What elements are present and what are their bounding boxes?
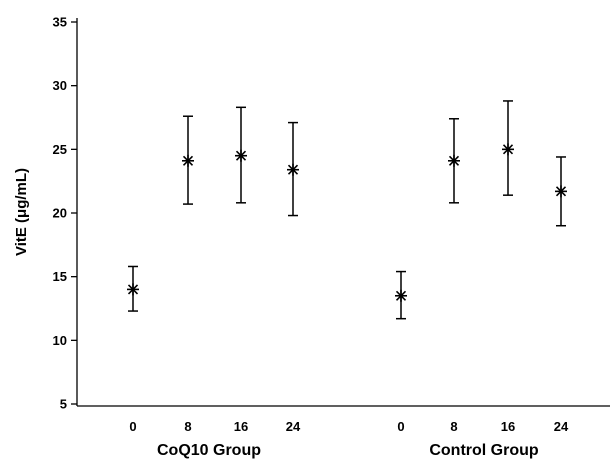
group-label: Control Group (429, 442, 539, 459)
data-point-marker (555, 185, 567, 198)
data-point-marker (235, 149, 247, 162)
x-tick-label: 24 (286, 419, 301, 434)
y-ticks: 5 10 15 20 25 30 35 (53, 15, 77, 412)
data-point-marker (395, 289, 407, 302)
group-label: CoQ10 Group (157, 442, 261, 459)
y-axis-title: VitE (μg/mL) (13, 168, 30, 256)
x-tick-label: 24 (554, 419, 569, 434)
data-point-marker (182, 154, 194, 167)
y-tick-label: 30 (53, 78, 67, 93)
data-point-marker (287, 163, 299, 176)
y-tick-label: 35 (53, 15, 67, 30)
x-ticks: 0 8 16 24 0 8 16 24 (129, 419, 569, 434)
x-tick-label: 16 (501, 419, 515, 434)
group-labels: CoQ10 Group Control Group (157, 442, 539, 459)
x-tick-label: 16 (234, 419, 248, 434)
x-tick-label: 0 (129, 419, 136, 434)
y-tick-label: 20 (53, 206, 67, 221)
x-tick-label: 8 (184, 419, 191, 434)
x-tick-label: 0 (397, 419, 404, 434)
x-tick-label: 8 (450, 419, 457, 434)
data-marks (127, 100, 567, 320)
data-point-marker (502, 143, 514, 156)
data-point-marker (127, 283, 139, 296)
y-tick-label: 15 (53, 269, 67, 284)
y-tick-label: 10 (53, 333, 67, 348)
y-tick-label: 25 (53, 142, 67, 157)
y-tick-label: 5 (60, 397, 67, 412)
data-point-marker (448, 154, 460, 167)
